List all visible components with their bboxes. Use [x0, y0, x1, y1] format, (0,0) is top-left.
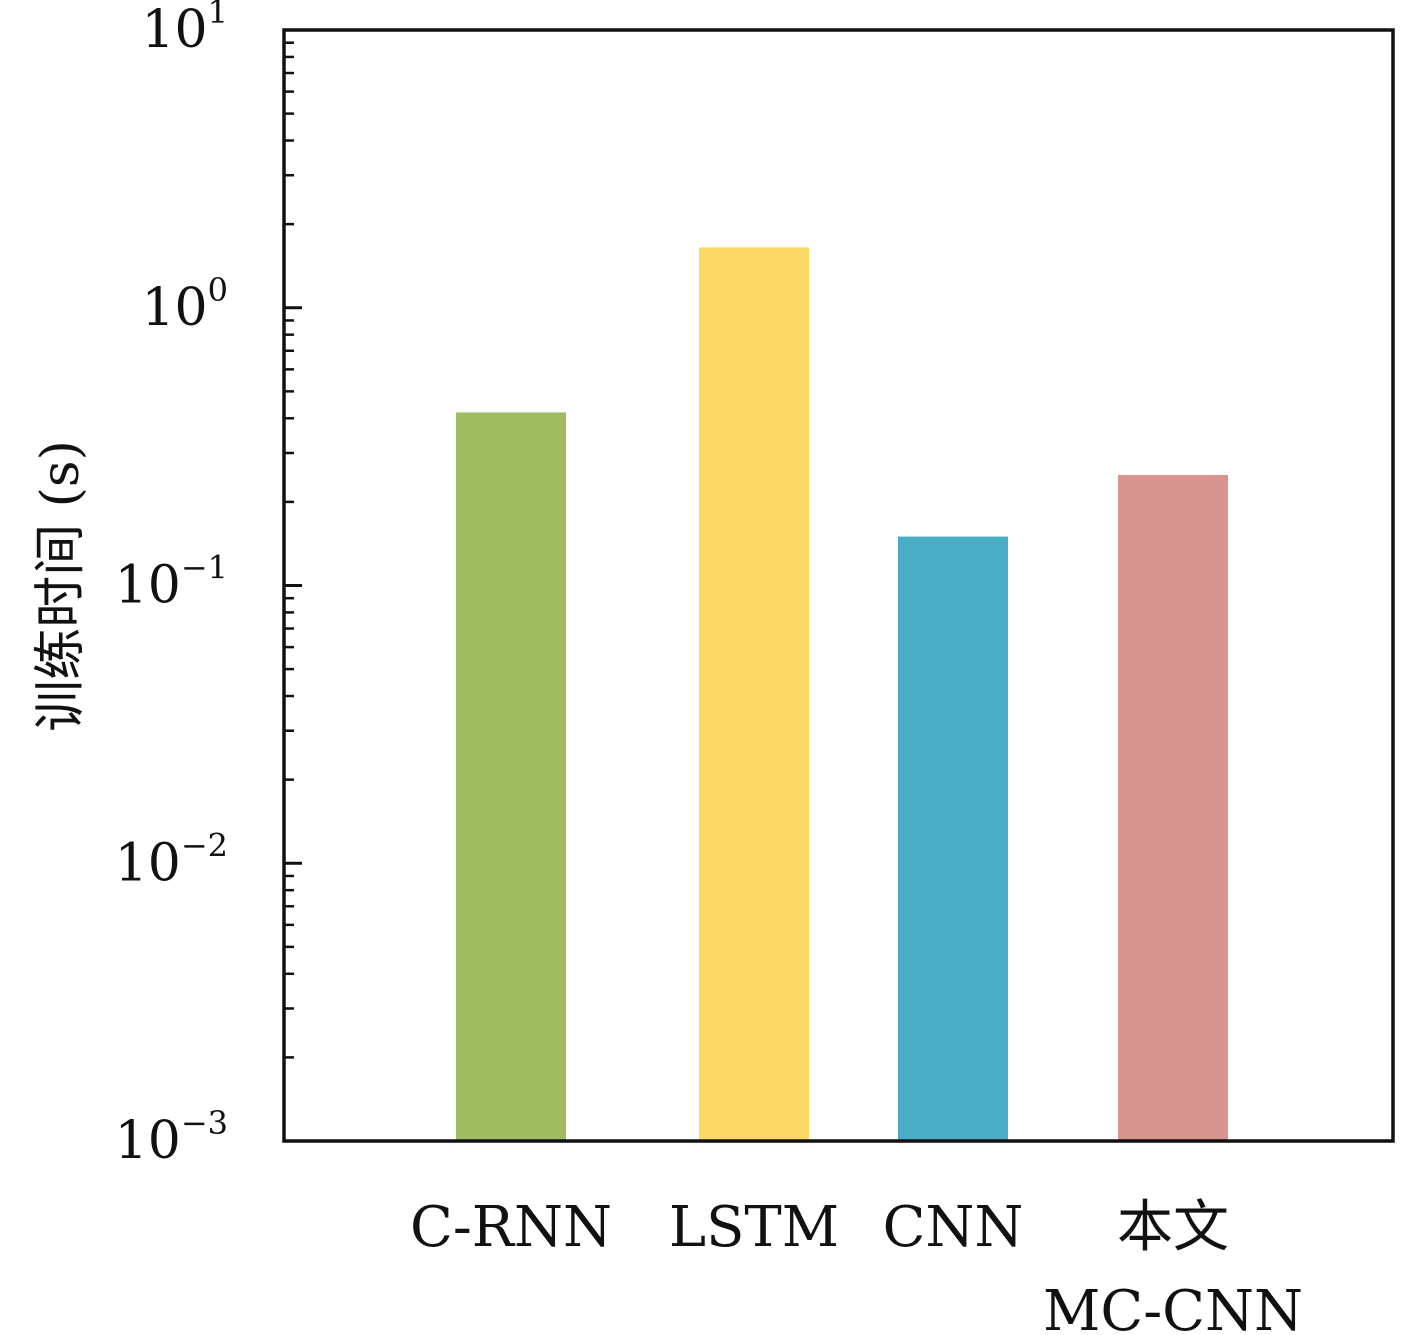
bar-mc-cnn	[1118, 474, 1228, 1141]
bars-group	[456, 247, 1228, 1141]
y-tick-labels: 10−3 10−2 10−1 100 101	[115, 0, 228, 1171]
x-tick-label: 本文	[1117, 1195, 1229, 1260]
x-tick-label: CNN	[883, 1195, 1024, 1260]
bar-c-rnn	[456, 412, 566, 1141]
x-tick-labels: C-RNN LSTM CNN 本文 MC-CNN	[410, 1195, 1303, 1335]
bar-cnn	[898, 536, 1008, 1141]
x-tick-label: MC-CNN	[1043, 1279, 1303, 1335]
y-tick-label: 10−3	[115, 1104, 228, 1171]
y-tick-label: 100	[141, 271, 228, 338]
y-axis-title: 训练时间 (s)	[31, 440, 91, 732]
x-tick-label: LSTM	[669, 1195, 839, 1260]
bar-lstm	[699, 247, 809, 1141]
x-tick-label: C-RNN	[410, 1195, 612, 1260]
y-tick-label: 10−1	[115, 549, 228, 616]
plot-frame	[282, 28, 1395, 1143]
y-tick-label: 10−2	[115, 826, 228, 893]
y-tick-label: 101	[141, 0, 228, 60]
